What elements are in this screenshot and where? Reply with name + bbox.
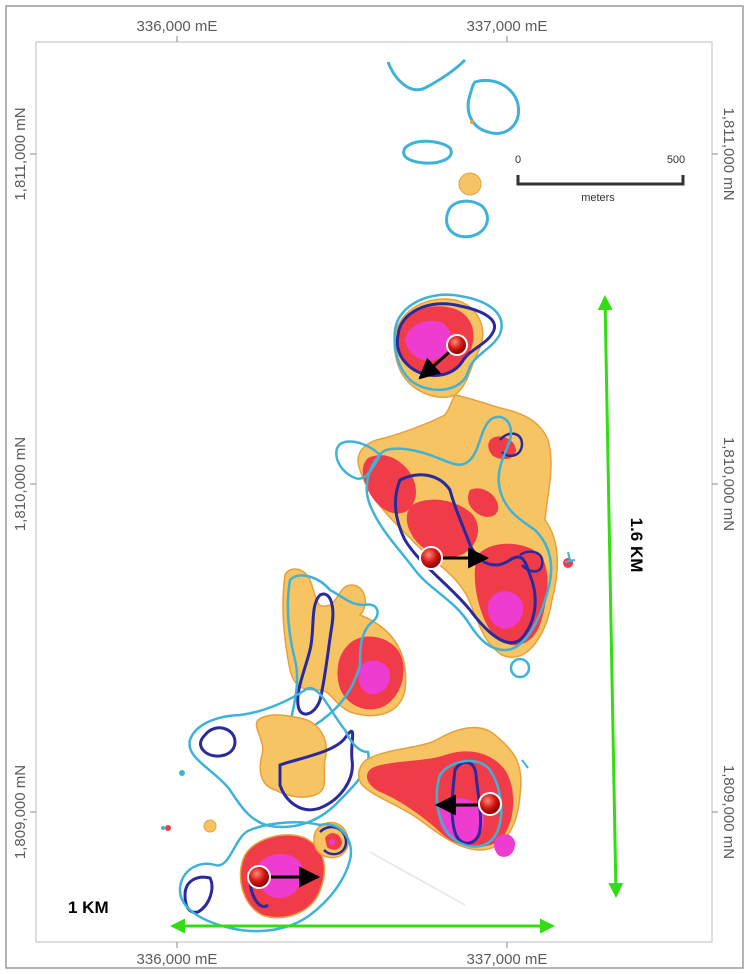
anomaly-cluster-c (282, 568, 407, 732)
scale-bar: 0 500 meters (515, 154, 685, 204)
dimension-arrows (170, 295, 624, 934)
northing-label-right-1811000: 1,811,000 mN (720, 107, 737, 200)
easting-label-bottom-337000: 337,000 mE (467, 951, 548, 968)
northing-label-left-1809000: 1,809,000 mN (12, 765, 29, 859)
anomaly-spot-north (458, 172, 482, 196)
target-markers (247, 334, 502, 889)
northing-label-right-1810000: 1,810,000 mN (720, 437, 737, 531)
easting-label-top-337000: 337,000 mE (467, 18, 548, 35)
marker-f (247, 865, 271, 889)
scale-bar-end: 500 (667, 154, 685, 166)
anomaly-dot-north (470, 120, 474, 124)
marker-b (419, 546, 443, 570)
anomaly-cluster-a (393, 293, 503, 398)
map-outer-frame (5, 5, 744, 969)
marker-a (446, 334, 468, 356)
easting-label-bottom-336000: 336,000 mE (137, 951, 218, 968)
easting-label-top-336000: 336,000 mE (137, 18, 218, 35)
northing-label-right-1809000: 1,809,000 mN (720, 765, 737, 859)
height-label: 1.6 KM (627, 518, 646, 573)
marker-e (478, 792, 502, 816)
anomaly-cluster-d (161, 686, 370, 833)
height-arrow (597, 295, 624, 898)
grid-ticks (30, 36, 718, 948)
northing-label-left-1810000: 1,810,000 mN (12, 437, 29, 531)
scale-bar-start: 0 (515, 154, 521, 166)
northing-label-left-1811000: 1,811,000 mN (12, 107, 29, 200)
northern-contours (386, 58, 521, 239)
anomaly-cluster-b (335, 394, 576, 679)
scale-bar-unit: meters (581, 192, 615, 204)
width-label: 1 KM (68, 898, 109, 917)
